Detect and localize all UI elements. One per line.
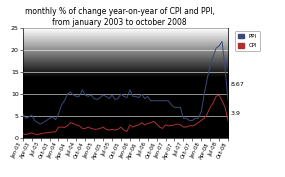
- Legend: PPI, CPI: PPI, CPI: [235, 31, 260, 51]
- Text: 8.67: 8.67: [231, 82, 245, 87]
- Text: 3.9: 3.9: [231, 111, 241, 116]
- Text: from january 2003 to october 2008: from january 2003 to october 2008: [52, 18, 187, 27]
- Text: monthly % of change year-on-year of CPI and PPI,: monthly % of change year-on-year of CPI …: [25, 7, 215, 16]
